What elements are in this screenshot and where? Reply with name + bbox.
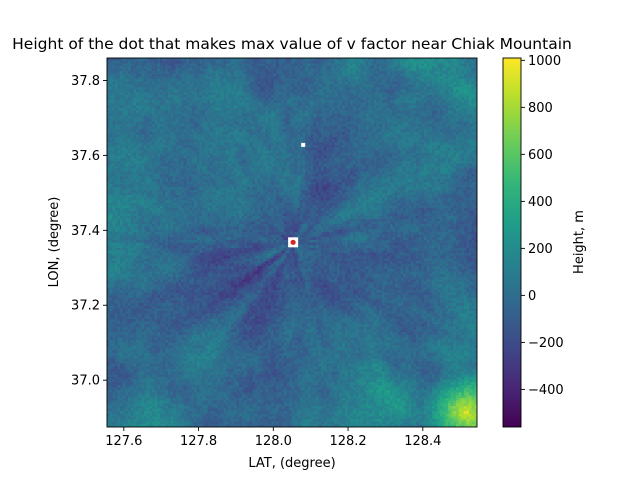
x-tick-label: 128.4 — [404, 434, 441, 449]
chart-marks — [288, 142, 306, 248]
colorbar: −400 −200 0 200 400 600 800 1000 — [502, 54, 564, 428]
colorbar-frame — [502, 57, 522, 428]
highlight-point — [301, 142, 306, 147]
colorbar-tick-label: 800 — [528, 101, 553, 116]
colorbar-tick-label: 1000 — [528, 54, 561, 69]
colorbar-tick-label: 400 — [528, 195, 553, 210]
colorbar-tick-label: 0 — [528, 289, 536, 304]
plot-frame — [106, 57, 478, 428]
colorbar-tick-label: −400 — [528, 383, 564, 398]
y-tick-label: 37.4 — [71, 224, 100, 239]
colorbar-ticks: −400 −200 0 200 400 600 800 1000 — [521, 54, 564, 398]
x-tick-label: 127.6 — [105, 434, 142, 449]
x-axis: 127.6 127.8 128.0 128.2 128.4 — [105, 427, 441, 449]
y-tick-label: 37.2 — [71, 299, 100, 314]
x-tick-label: 127.8 — [180, 434, 217, 449]
y-axis: 37.0 37.2 37.4 37.6 37.8 — [71, 74, 107, 389]
colorbar-tick-label: −200 — [528, 336, 564, 351]
colorbar-label: Height, m — [572, 210, 587, 274]
x-axis-label: LAT, (degree) — [248, 456, 335, 471]
y-tick-label: 37.6 — [71, 149, 100, 164]
chart-title: Height of the dot that makes max value o… — [12, 35, 572, 53]
colorbar-tick-label: 200 — [528, 242, 553, 257]
colorbar-tick-label: 600 — [528, 148, 553, 163]
y-tick-label: 37.0 — [71, 374, 100, 389]
x-tick-label: 128.0 — [255, 434, 292, 449]
x-tick-label: 128.2 — [329, 434, 366, 449]
y-tick-label: 37.8 — [71, 74, 100, 89]
max-v-factor-marker — [290, 239, 296, 245]
y-axis-label: LON, (degree) — [47, 197, 62, 288]
colorbar-gradient — [503, 58, 521, 427]
